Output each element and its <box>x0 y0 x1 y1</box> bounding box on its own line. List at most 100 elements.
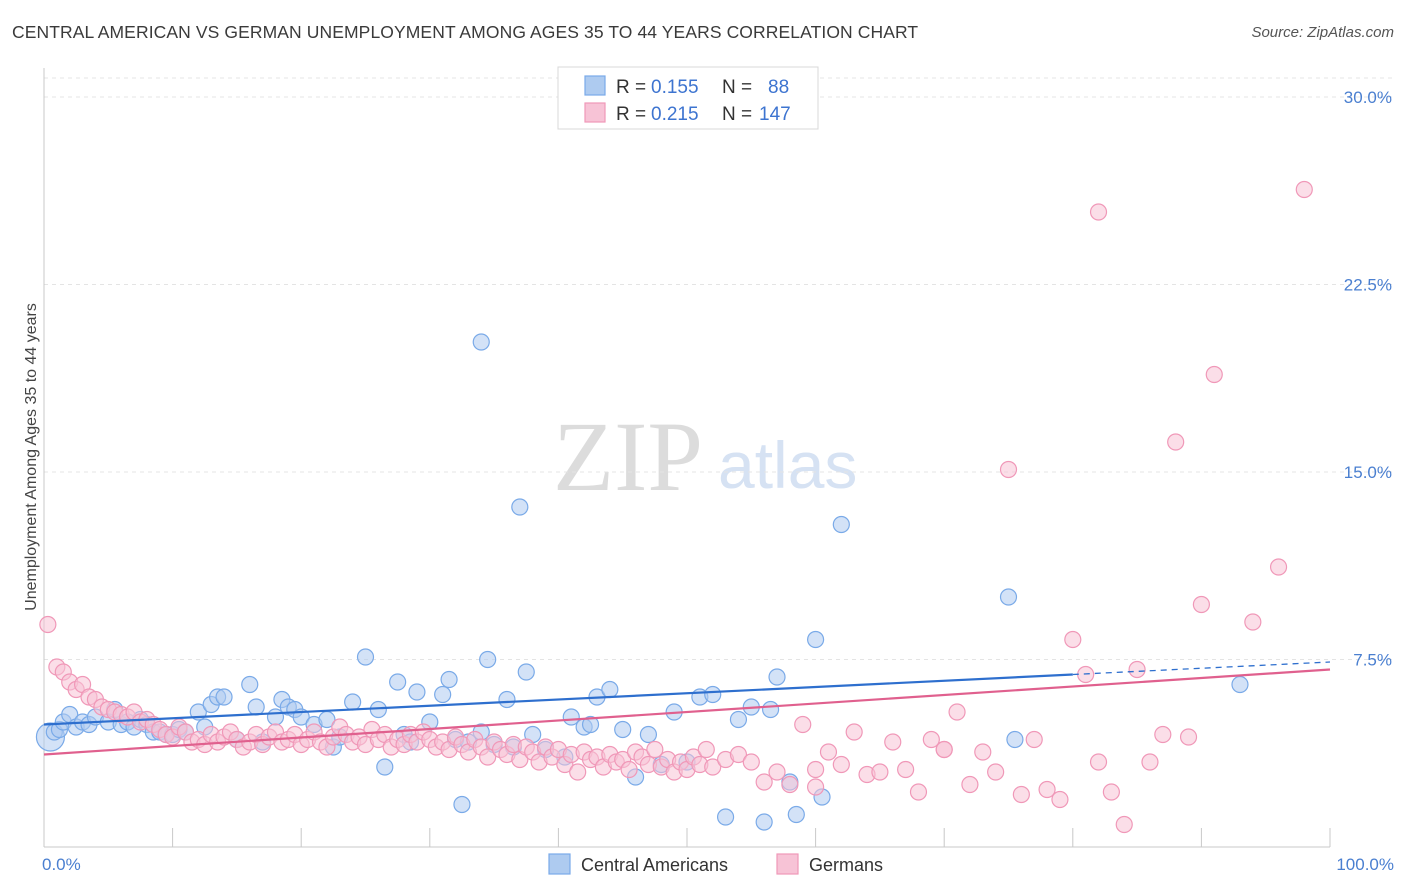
point-germans <box>897 760 915 779</box>
point-germans <box>1167 433 1185 451</box>
stats-n-label-central: N = <box>722 77 752 98</box>
point-germans <box>1205 365 1223 384</box>
point-central-americans <box>356 648 375 666</box>
point-central-americans <box>614 720 632 739</box>
point-germans <box>646 740 664 759</box>
trend-line-central-americans <box>43 673 1073 726</box>
legend-label-central: Central Americans <box>581 855 728 875</box>
trend-line-central-americans-extension <box>1072 661 1331 676</box>
point-germans <box>794 715 812 734</box>
x-tick-label-left: 0.0% <box>42 855 81 874</box>
trend-lines <box>43 661 1331 756</box>
point-germans <box>999 460 1018 479</box>
point-central-americans <box>768 668 786 686</box>
x-tick-labels: 0.0% 100.0% <box>42 855 1394 874</box>
point-germans <box>832 755 850 774</box>
point-central-americans <box>344 693 362 711</box>
point-germans <box>1269 558 1288 576</box>
point-germans <box>806 760 825 779</box>
point-germans <box>569 763 587 781</box>
point-central-americans <box>517 663 535 681</box>
point-germans <box>1064 630 1082 649</box>
point-central-americans <box>1006 730 1024 749</box>
point-germans <box>922 730 940 749</box>
point-central-americans <box>241 675 259 694</box>
point-germans <box>697 740 715 759</box>
point-germans <box>755 773 773 791</box>
stats-r-value-germans: 0.215 <box>651 104 699 125</box>
point-germans <box>1038 780 1056 799</box>
point-germans <box>781 775 799 794</box>
point-central-americans <box>479 650 497 669</box>
stats-swatch-central <box>584 75 606 96</box>
watermark-atlas: atlas <box>718 428 857 502</box>
point-germans <box>1128 660 1146 679</box>
stats-r-label-central: R = <box>616 77 646 98</box>
point-central-americans <box>472 333 490 351</box>
point-central-americans <box>999 588 1018 606</box>
point-germans <box>1192 595 1211 614</box>
point-germans <box>1115 815 1133 834</box>
point-germans <box>39 615 57 634</box>
y-tick-label: 15.0% <box>1344 463 1392 482</box>
point-germans <box>987 763 1005 781</box>
point-central-americans <box>729 710 748 729</box>
legend-swatch-central <box>548 853 571 875</box>
y-tick-labels: 7.5% 15.0% 22.5% 30.0% <box>1344 88 1392 670</box>
point-central-americans <box>832 515 850 534</box>
point-germans <box>961 775 979 794</box>
point-germans <box>1102 783 1120 801</box>
x-tick-label-right: 100.0% <box>1336 855 1394 874</box>
stats-r-value-central: 0.155 <box>651 77 699 98</box>
point-central-americans <box>755 813 773 831</box>
watermark-zip: ZIP <box>553 401 703 512</box>
point-germans <box>806 778 825 796</box>
stats-n-value-germans: 147 <box>759 104 791 125</box>
point-germans <box>935 740 953 759</box>
point-germans <box>1141 753 1159 771</box>
point-germans <box>884 733 902 751</box>
point-central-americans <box>215 688 233 706</box>
chart-title: CENTRAL AMERICAN VS GERMAN UNEMPLOYMENT … <box>12 22 919 42</box>
point-central-americans <box>408 683 426 701</box>
point-germans <box>729 745 748 764</box>
point-germans <box>819 743 838 761</box>
y-tick-label: 30.0% <box>1344 88 1392 107</box>
point-germans <box>1295 180 1313 199</box>
point-germans <box>768 763 786 781</box>
point-central-americans <box>761 700 780 719</box>
point-central-americans <box>511 498 529 516</box>
point-central-americans <box>434 685 452 704</box>
point-germans <box>1089 203 1108 221</box>
point-central-americans <box>639 725 658 744</box>
axes <box>43 68 1331 848</box>
point-central-americans <box>389 673 407 691</box>
legend-label-germans: Germans <box>809 855 883 875</box>
point-germans <box>1089 753 1108 771</box>
stats-swatch-germans <box>584 102 606 123</box>
point-central-americans <box>601 680 619 699</box>
point-germans <box>704 758 722 776</box>
point-central-americans <box>581 715 600 734</box>
point-germans <box>1025 730 1043 749</box>
point-central-americans <box>806 630 825 649</box>
point-central-americans <box>716 808 735 826</box>
stats-n-label-germans: N = <box>722 104 752 125</box>
point-germans <box>974 743 992 761</box>
point-germans <box>1244 613 1262 631</box>
point-germans <box>845 723 863 741</box>
point-germans <box>742 753 760 771</box>
stats-legend: R = 0.155 N = 88 R = 0.215 N = 147 <box>557 66 819 130</box>
point-central-americans <box>376 758 394 776</box>
source-credit: Source: ZipAtlas.com <box>1251 24 1394 41</box>
point-germans <box>948 703 966 721</box>
point-germans <box>479 748 497 766</box>
point-germans <box>1154 725 1172 744</box>
point-germans <box>909 783 928 801</box>
point-central-americans <box>1231 675 1249 694</box>
series-germans <box>39 180 1313 834</box>
point-central-americans <box>247 698 265 716</box>
y-axis-label: Unemployment Among Ages 35 to 44 years <box>23 303 40 611</box>
bottom-legend: Central Americans Germans <box>548 853 883 875</box>
